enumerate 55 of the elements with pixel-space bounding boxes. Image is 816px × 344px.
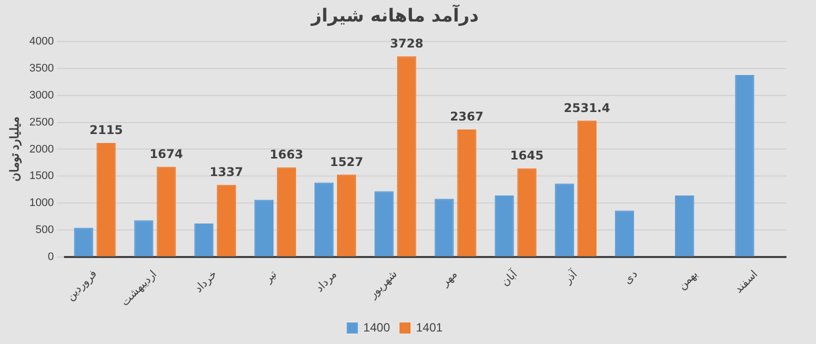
- data-label: 1645: [510, 148, 544, 162]
- bar: [457, 129, 476, 256]
- y-tick-label: 0: [48, 250, 54, 263]
- bar: [494, 196, 514, 256]
- y-tick-label: 1000: [29, 197, 54, 210]
- bar: [254, 200, 274, 256]
- data-label: 2115: [89, 123, 123, 138]
- data-label: 1663: [270, 147, 304, 162]
- chart-title: درآمد ماهانه شیراز: [310, 3, 479, 26]
- bar: [336, 174, 356, 256]
- y-tick-label: 1500: [29, 170, 54, 182]
- bar: [517, 168, 536, 256]
- x-tick-label: فروردین: [64, 268, 100, 303]
- y-tick-label: 3000: [29, 89, 54, 102]
- x-tick-label: اردیبهشت: [118, 268, 160, 309]
- y-tick-label: 500: [36, 224, 54, 236]
- data-label: 2367: [450, 110, 484, 124]
- x-tick-label: خرداد: [192, 268, 220, 296]
- bar: [675, 196, 694, 256]
- x-tick-label: بهمن: [676, 268, 700, 292]
- bar: [156, 166, 176, 256]
- data-label: 1527: [330, 154, 364, 169]
- bar: [554, 184, 574, 256]
- data-label: 2531.4: [564, 100, 610, 115]
- y-axis-title: میلیارد تومان: [8, 117, 23, 182]
- y-tick-label: 4000: [29, 36, 54, 48]
- bar: [614, 210, 634, 256]
- bar: [397, 56, 416, 256]
- data-label: 1674: [150, 146, 183, 161]
- bar: [96, 143, 116, 256]
- x-tick-label: آذر: [560, 266, 581, 287]
- x-tick-label: دی: [622, 268, 640, 287]
- y-tick-label: 3500: [29, 62, 54, 75]
- data-label: 3728: [390, 36, 424, 50]
- bar: [276, 167, 296, 256]
- bar: [216, 184, 236, 256]
- x-tick-label: اسفند: [732, 268, 760, 296]
- y-tick-label: 2000: [29, 143, 54, 156]
- legend-label: 1400: [363, 320, 390, 334]
- x-tick-label: شهریور: [366, 268, 400, 302]
- data-label: 1337: [210, 165, 244, 180]
- bar: [735, 74, 754, 256]
- bar: [374, 191, 394, 256]
- x-tick-label: مرداد: [313, 268, 340, 294]
- x-tick-label: تیر: [262, 268, 280, 286]
- bar: [74, 228, 94, 256]
- bar: [134, 220, 154, 256]
- x-tick-label: مهر: [438, 268, 460, 290]
- bar: [314, 182, 334, 256]
- bar: [434, 198, 454, 256]
- x-tick-label: آبان: [498, 266, 521, 289]
- legend-label: 1401: [416, 320, 444, 334]
- bar: [577, 120, 597, 256]
- bar: [194, 223, 214, 256]
- y-tick-label: 2500: [29, 116, 54, 128]
